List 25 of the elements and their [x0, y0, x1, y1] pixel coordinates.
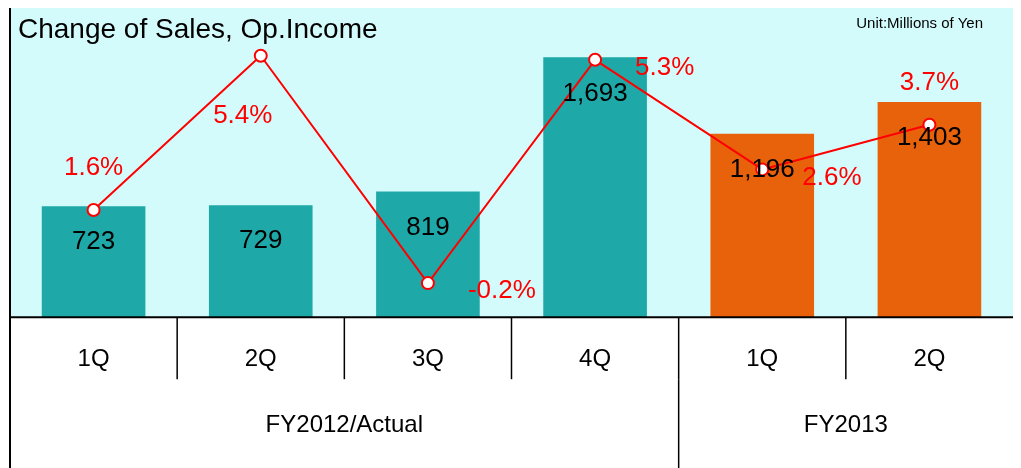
x-tick-label: 4Q: [579, 344, 612, 372]
data-label: 5.4%: [213, 98, 273, 129]
data-label: 1,403: [896, 121, 962, 152]
chart-title: Change of Sales, Op.Income: [18, 12, 378, 44]
point: [420, 276, 435, 291]
data-label: 1.6%: [63, 151, 124, 182]
x-tick-label: 2Q: [244, 344, 277, 372]
data-label: 819: [406, 210, 450, 241]
point: [86, 203, 101, 218]
data-label: 1,196: [729, 152, 795, 183]
data-label: 729: [239, 224, 283, 255]
bar: [208, 205, 313, 318]
x-tick-label: 2Q: [913, 344, 946, 372]
text: FY2012/Actual: [265, 409, 424, 437]
text: Unit:Millions of Yen: [856, 14, 983, 32]
bar: [877, 101, 982, 318]
point: [253, 48, 268, 63]
x-tick-label: 3Q: [411, 344, 444, 372]
bar: [41, 206, 146, 318]
data-label: 3.7%: [899, 65, 960, 96]
point: [588, 52, 603, 67]
x-tick-label: 1Q: [77, 344, 110, 372]
data-label: 723: [71, 225, 116, 256]
text: FY2013: [803, 409, 888, 437]
x-tick-label: 1Q: [746, 344, 779, 372]
